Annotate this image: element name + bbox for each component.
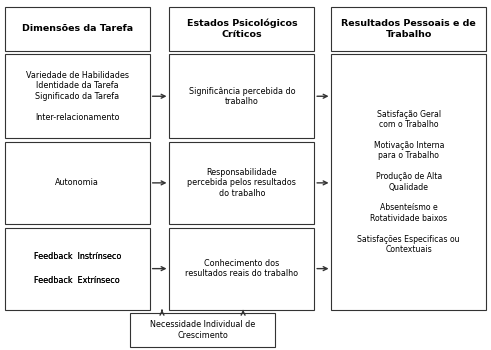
Text: Feedback  Extrínseco: Feedback Extrínseco xyxy=(34,276,120,286)
Text: Feedback  Instrínseco: Feedback Instrínseco xyxy=(34,252,121,261)
Text: Necessidade Individual de
Crescimento: Necessidade Individual de Crescimento xyxy=(150,320,255,340)
Bar xyxy=(5,54,150,138)
Text: Responsabilidade
percebida pelos resultados
do trabalho: Responsabilidade percebida pelos resulta… xyxy=(188,168,296,198)
Bar xyxy=(331,54,486,310)
Bar xyxy=(5,142,150,224)
Text: Autonomia: Autonomia xyxy=(55,178,99,187)
Bar xyxy=(331,7,486,51)
Text: Feedback  Extrínseco: Feedback Extrínseco xyxy=(34,276,120,286)
Text: Estados Psicológicos
Críticos: Estados Psicológicos Críticos xyxy=(187,19,297,39)
Text: Resultados Pessoais e de
Trabalho: Resultados Pessoais e de Trabalho xyxy=(341,19,476,38)
Text: Feedback  Instrínseco: Feedback Instrínseco xyxy=(34,252,121,261)
Text: Significância percebida do
trabalho: Significância percebida do trabalho xyxy=(189,86,295,106)
Text: Dimensões da Tarefa: Dimensões da Tarefa xyxy=(22,25,133,33)
Bar xyxy=(5,228,150,310)
Text: Satisfação Geral
com o Trabalho

Motivação Interna
para o Trabalho

Produção de : Satisfação Geral com o Trabalho Motivaçã… xyxy=(357,110,460,254)
Bar xyxy=(5,7,150,51)
Bar xyxy=(169,7,314,51)
Bar xyxy=(169,228,314,310)
Bar xyxy=(169,54,314,138)
Text: Conhecimento dos
resultados reais do trabalho: Conhecimento dos resultados reais do tra… xyxy=(185,259,299,278)
Bar xyxy=(130,313,275,346)
Bar xyxy=(169,142,314,224)
Text: Variedade de Habilidades
Identidade da Tarefa
Significado da Tarefa

Inter-relac: Variedade de Habilidades Identidade da T… xyxy=(26,71,129,121)
